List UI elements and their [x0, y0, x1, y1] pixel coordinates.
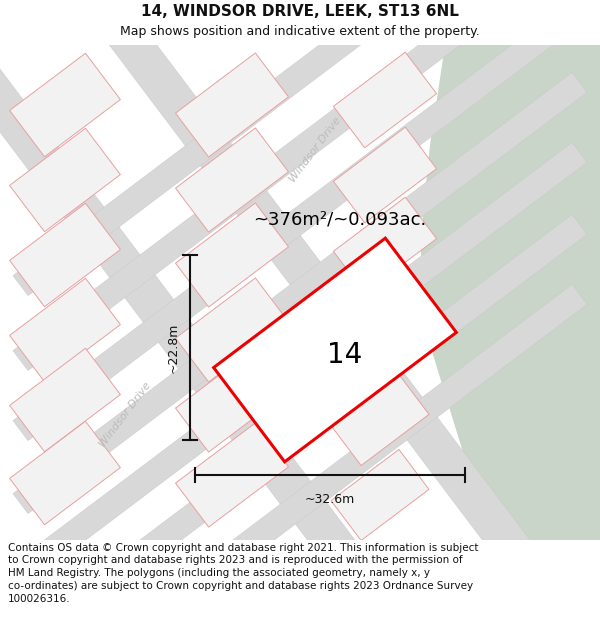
- Text: Windsor Drive: Windsor Drive: [287, 116, 343, 184]
- Polygon shape: [10, 203, 121, 307]
- Polygon shape: [13, 0, 587, 371]
- Text: 14: 14: [328, 341, 362, 369]
- Polygon shape: [331, 374, 429, 466]
- Polygon shape: [176, 278, 289, 382]
- Polygon shape: [13, 72, 587, 514]
- Polygon shape: [331, 449, 429, 541]
- Text: Contains OS data © Crown copyright and database right 2021. This information is : Contains OS data © Crown copyright and d…: [8, 542, 478, 604]
- Polygon shape: [10, 53, 121, 157]
- Text: ~22.8m: ~22.8m: [167, 322, 179, 372]
- Polygon shape: [13, 142, 587, 584]
- Polygon shape: [13, 0, 587, 441]
- Polygon shape: [334, 52, 437, 148]
- Polygon shape: [176, 128, 289, 232]
- Polygon shape: [334, 197, 437, 293]
- Polygon shape: [0, 0, 401, 624]
- Polygon shape: [334, 127, 437, 223]
- Polygon shape: [176, 53, 289, 157]
- Text: 14, WINDSOR DRIVE, LEEK, ST13 6NL: 14, WINDSOR DRIVE, LEEK, ST13 6NL: [141, 4, 459, 19]
- Polygon shape: [214, 238, 457, 462]
- Polygon shape: [64, 0, 576, 624]
- Polygon shape: [10, 278, 121, 382]
- Polygon shape: [13, 0, 587, 296]
- Polygon shape: [420, 45, 600, 540]
- Text: ~32.6m: ~32.6m: [305, 493, 355, 506]
- Text: ~376m²/~0.093ac.: ~376m²/~0.093ac.: [253, 211, 427, 229]
- Polygon shape: [176, 423, 289, 527]
- Polygon shape: [10, 128, 121, 232]
- Polygon shape: [331, 299, 429, 391]
- Polygon shape: [13, 284, 587, 625]
- Polygon shape: [10, 421, 121, 525]
- Polygon shape: [176, 348, 289, 452]
- Polygon shape: [13, 214, 587, 625]
- Polygon shape: [10, 348, 121, 452]
- Text: Windsor Drive: Windsor Drive: [97, 381, 152, 449]
- Polygon shape: [176, 203, 289, 307]
- Text: Map shows position and indicative extent of the property.: Map shows position and indicative extent…: [120, 25, 480, 38]
